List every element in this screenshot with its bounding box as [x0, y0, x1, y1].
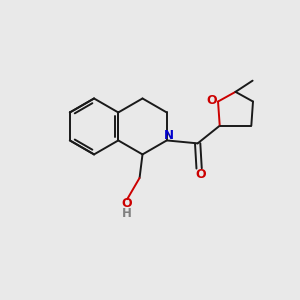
Text: H: H — [122, 207, 131, 220]
Text: O: O — [206, 94, 217, 107]
Text: O: O — [121, 197, 132, 210]
Text: N: N — [164, 129, 174, 142]
Text: O: O — [195, 168, 206, 182]
